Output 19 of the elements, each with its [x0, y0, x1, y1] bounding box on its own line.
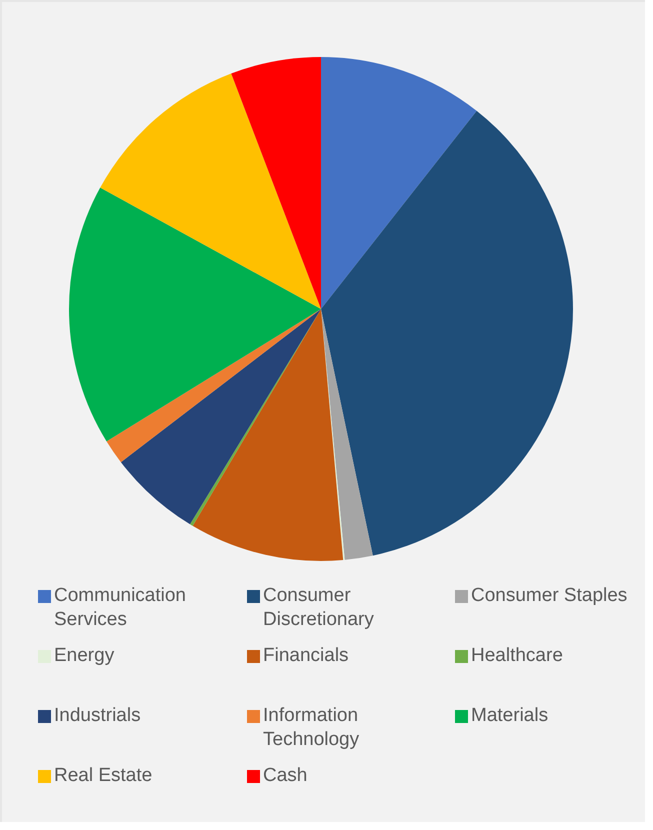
pie-slice [190, 309, 321, 526]
legend-label: Healthcare [471, 644, 564, 668]
pie-slice [321, 57, 477, 309]
pie-slice [231, 57, 321, 309]
legend-label: Information Technology [263, 704, 360, 752]
legend-label: Communication Services [54, 584, 187, 632]
legend-label: Consumer Discretionary [263, 584, 375, 632]
legend-label: Energy [54, 644, 116, 668]
pie-slice [100, 74, 321, 309]
legend-label: Industrials [54, 704, 142, 728]
pie-slice [106, 309, 321, 462]
pie-slice [192, 309, 344, 561]
pie-slice [321, 309, 373, 560]
legend-label: Consumer Staples [471, 584, 628, 608]
pie-slice [69, 188, 321, 442]
legend-label: Cash [263, 764, 308, 788]
legend-label: Real Estate [54, 764, 154, 788]
legend-label: Financials [263, 644, 350, 668]
legend-label: Materials [471, 704, 550, 728]
